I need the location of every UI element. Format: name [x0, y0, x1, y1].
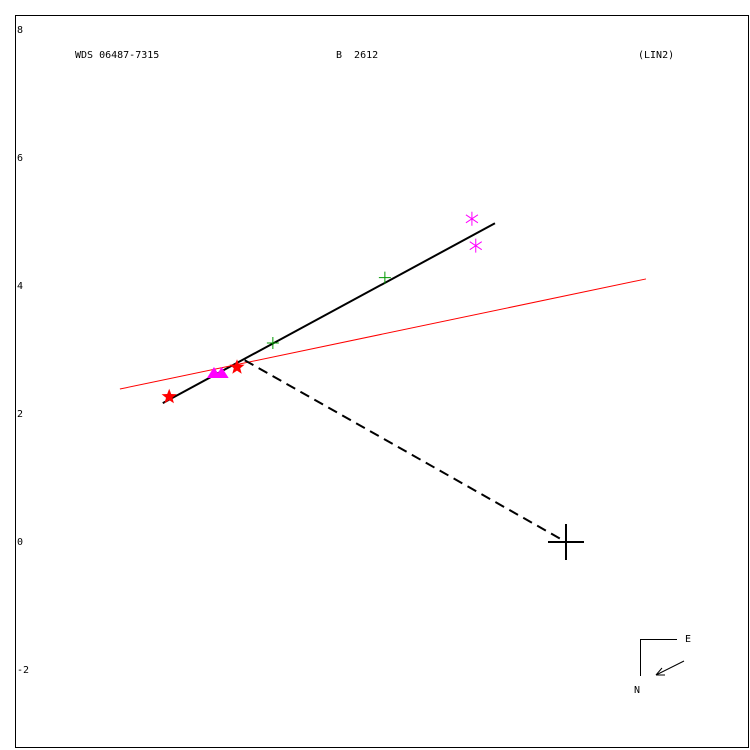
y-tick-label: -2	[17, 665, 29, 676]
y-tick-label: 2	[17, 409, 23, 420]
compass-east-label: E	[685, 634, 691, 645]
marker-plus	[378, 271, 391, 284]
dashed-line	[244, 359, 567, 543]
motion-arrow-head	[655, 667, 665, 676]
fit-line	[119, 278, 647, 390]
compass-north-label: N	[634, 685, 640, 696]
y-tick-label: 8	[17, 25, 23, 36]
marker-cross	[547, 523, 584, 560]
chart-subtitle: B 2612	[336, 50, 378, 61]
marker-star	[229, 359, 245, 374]
y-tick-label: 4	[17, 281, 23, 292]
y-tick-label: 0	[17, 537, 23, 548]
marker-plus	[266, 336, 279, 349]
marker-star	[161, 388, 177, 404]
annotation: (LIN2)	[638, 50, 674, 61]
plot-frame	[15, 15, 749, 748]
compass: E N	[634, 634, 691, 696]
marker-triangle	[214, 367, 229, 379]
motion-arrow	[655, 660, 685, 676]
chart-title: WDS 06487-7315	[75, 50, 159, 61]
y-tick-label: 6	[17, 153, 23, 164]
marker-asterisk	[465, 211, 479, 226]
marker-asterisk	[469, 238, 483, 253]
